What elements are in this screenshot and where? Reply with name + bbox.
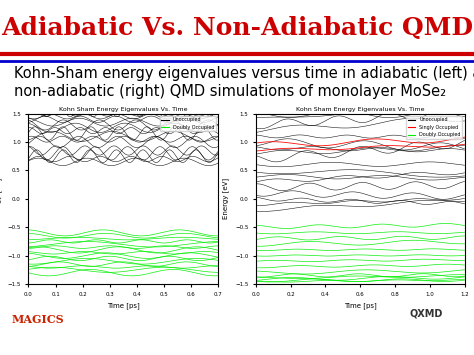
- Text: Kohn-Sham energy eigenvalues versus time in adiabatic (left) and
non-adiabatic (: Kohn-Sham energy eigenvalues versus time…: [14, 66, 474, 99]
- Title: Kohn Sham Energy Eigenvalues Vs. Time: Kohn Sham Energy Eigenvalues Vs. Time: [59, 107, 188, 112]
- X-axis label: Time [ps]: Time [ps]: [344, 302, 377, 309]
- Text: MAGICS: MAGICS: [11, 315, 64, 325]
- Legend: Unoccupied, Doubly Occupied: Unoccupied, Doubly Occupied: [160, 116, 216, 131]
- Y-axis label: Energy [eV]: Energy [eV]: [0, 178, 2, 219]
- X-axis label: Time [ps]: Time [ps]: [107, 302, 140, 309]
- Text: QXMD: QXMD: [410, 308, 443, 318]
- Text: Adiabatic Vs. Non-Adiabatic QMD: Adiabatic Vs. Non-Adiabatic QMD: [1, 16, 473, 40]
- Title: Kohn Sham Energy Eigenvalues Vs. Time: Kohn Sham Energy Eigenvalues Vs. Time: [296, 107, 425, 112]
- Y-axis label: Energy [eV]: Energy [eV]: [223, 178, 229, 219]
- Legend: Unoccupied, Singly Occupied, Doubly Occupied: Unoccupied, Singly Occupied, Doubly Occu…: [407, 116, 462, 139]
